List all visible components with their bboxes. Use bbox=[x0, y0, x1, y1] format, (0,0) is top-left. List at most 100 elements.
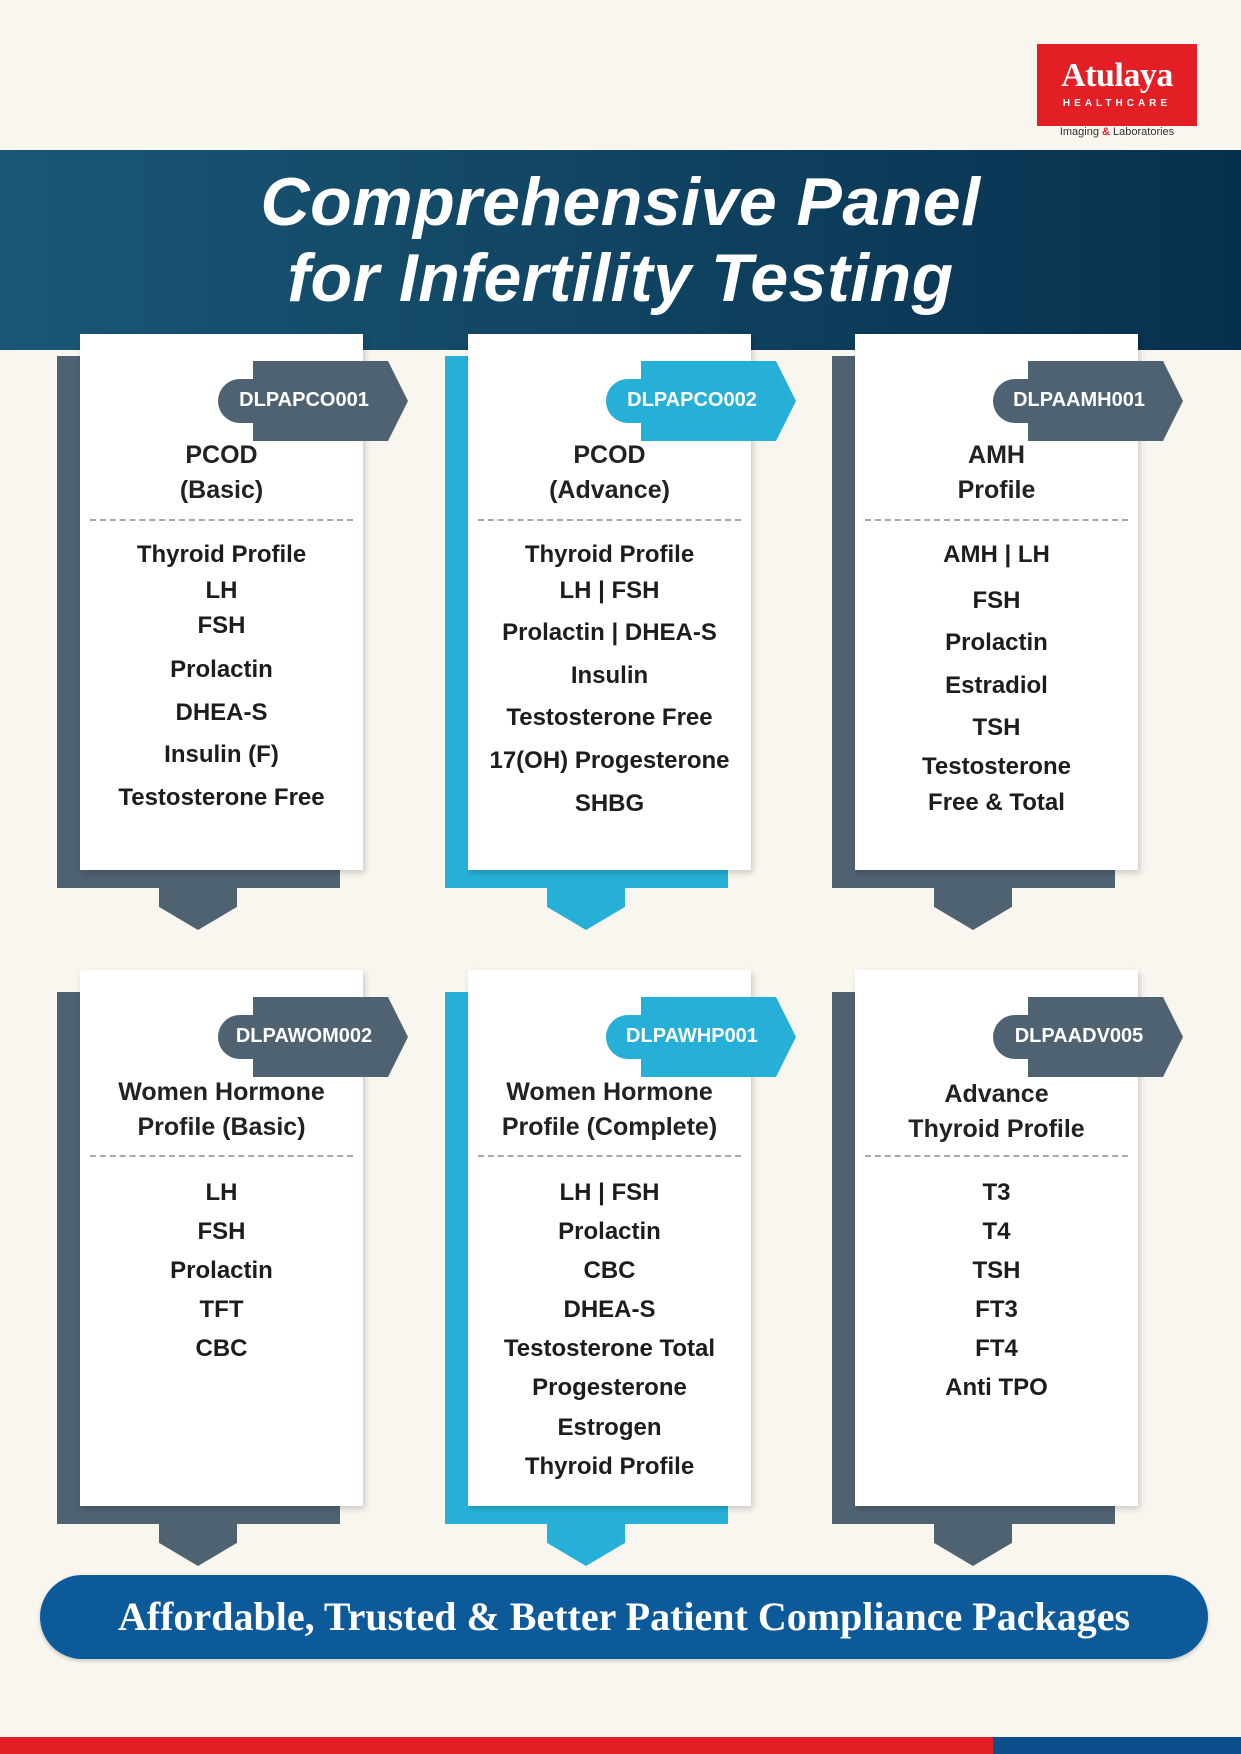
package-code-tag: DLPAWOM002 bbox=[218, 997, 408, 1077]
test-list: LH | FSH Prolactin CBC DHEA-S Testostero… bbox=[468, 1173, 751, 1486]
header-banner bbox=[0, 150, 1241, 350]
test-item: FSH bbox=[197, 612, 246, 639]
package-title-line-2: Profile (Complete) bbox=[501, 1113, 718, 1141]
package-title-line-1: AMH bbox=[968, 441, 1025, 469]
chevron-down-icon bbox=[159, 888, 237, 930]
package-code-tag: DLPAAMH001 bbox=[993, 361, 1183, 441]
package-title: AMH Profile bbox=[855, 438, 1138, 508]
test-list: Thyroid Profile LH | FSH Prolactin | DHE… bbox=[468, 537, 751, 825]
title-line-2: for Infertility Testing bbox=[287, 240, 954, 316]
package-title-line-2: Profile (Basic) bbox=[137, 1113, 306, 1141]
test-item: FT3 bbox=[975, 1296, 1018, 1323]
test-item: T3 bbox=[982, 1179, 1011, 1206]
package-title-line-1: Women Hormone bbox=[506, 1078, 713, 1106]
package-title-line-2: (Advance) bbox=[549, 476, 670, 504]
test-item: LH bbox=[205, 1179, 238, 1206]
dashed-divider bbox=[90, 1155, 353, 1157]
package-title: PCOD (Basic) bbox=[80, 438, 363, 508]
title-line-1: Comprehensive Panel bbox=[260, 164, 981, 240]
logo-tagline-part2: Laboratories bbox=[1109, 126, 1175, 138]
test-item: CBC bbox=[195, 1335, 248, 1362]
package-title: PCOD (Advance) bbox=[468, 438, 751, 508]
package-title: Advance Thyroid Profile bbox=[855, 1077, 1138, 1147]
logo-name: Atulaya bbox=[1061, 57, 1173, 94]
chevron-down-icon bbox=[934, 888, 1012, 930]
test-item: Insulin (F) bbox=[164, 741, 279, 768]
test-list: T3 T4 TSH FT3 FT4 Anti TPO bbox=[855, 1173, 1138, 1407]
test-item: Free & Total bbox=[928, 789, 1065, 816]
package-code-tag: DLPAPCO002 bbox=[606, 361, 796, 441]
chevron-down-icon bbox=[159, 1524, 237, 1566]
test-item: Prolactin bbox=[170, 656, 273, 683]
chevron-down-icon bbox=[547, 1524, 625, 1566]
logo-tagline-part1: Imaging bbox=[1059, 126, 1103, 138]
test-item: CBC bbox=[583, 1257, 636, 1284]
package-title-line-2: Thyroid Profile bbox=[908, 1115, 1085, 1143]
logo-subtitle: HEALTHCARE bbox=[1062, 98, 1172, 109]
package-code-tag: DLPAPCO001 bbox=[218, 361, 408, 441]
package-code-tag: DLPAWHP001 bbox=[606, 997, 796, 1077]
dashed-divider bbox=[478, 519, 741, 521]
brand-logo[interactable]: Atulaya HEALTHCARE bbox=[1037, 44, 1197, 126]
package-code-tag: DLPAADV005 bbox=[993, 997, 1183, 1077]
test-item: Prolactin | DHEA-S bbox=[502, 619, 717, 646]
package-title-line-1: PCOD bbox=[573, 441, 646, 469]
logo-tagline-amp: & bbox=[1102, 126, 1110, 138]
test-item: LH bbox=[205, 577, 238, 604]
test-item: FSH bbox=[197, 1218, 246, 1245]
test-item: FSH bbox=[972, 587, 1021, 614]
package-title-line-1: Advance bbox=[944, 1080, 1049, 1108]
footer-tagline: Affordable, Trusted & Better Patient Com… bbox=[117, 1594, 1131, 1639]
package-code: DLPAPCO002 bbox=[627, 389, 757, 411]
test-item: TSH bbox=[972, 714, 1021, 741]
test-item: Prolactin bbox=[558, 1218, 661, 1245]
test-list: Thyroid Profile LH FSH Prolactin DHEA-S … bbox=[80, 537, 363, 819]
dashed-divider bbox=[865, 1155, 1128, 1157]
footer-pill bbox=[40, 1575, 1208, 1659]
test-item: Testosterone bbox=[922, 753, 1071, 780]
test-item: FT4 bbox=[975, 1335, 1018, 1362]
package-code: DLPAWOM002 bbox=[235, 1025, 373, 1047]
test-item: Thyroid Profile bbox=[524, 1453, 695, 1480]
test-item: Thyroid Profile bbox=[524, 541, 695, 568]
test-item: AMH | LH bbox=[943, 541, 1050, 568]
test-item: Insulin bbox=[570, 662, 649, 689]
package-title-line-1: PCOD bbox=[185, 441, 258, 469]
package-title-line-1: Women Hormone bbox=[118, 1078, 325, 1106]
test-item: DHEA-S bbox=[563, 1296, 656, 1323]
test-item: Thyroid Profile bbox=[136, 541, 307, 568]
test-item: Testosterone Free bbox=[118, 784, 325, 811]
test-item: LH | FSH bbox=[559, 1179, 660, 1206]
test-item: TSH bbox=[972, 1257, 1021, 1284]
test-item: Anti TPO bbox=[945, 1374, 1048, 1401]
chevron-down-icon bbox=[547, 888, 625, 930]
bottom-bar-blue bbox=[993, 1737, 1241, 1754]
logo-tagline: Imaging & Laboratories bbox=[1037, 126, 1197, 138]
test-item: SHBG bbox=[574, 790, 645, 817]
test-item: 17(OH) Progesterone bbox=[489, 747, 730, 774]
test-item: T4 bbox=[982, 1218, 1011, 1245]
dashed-divider bbox=[90, 519, 353, 521]
test-item: Prolactin bbox=[945, 629, 1048, 656]
package-code: DLPAADV005 bbox=[1014, 1025, 1144, 1047]
bottom-bar-red bbox=[0, 1737, 993, 1754]
package-code: DLPAAMH001 bbox=[1013, 389, 1145, 411]
dashed-divider bbox=[478, 1155, 741, 1157]
dashed-divider bbox=[865, 519, 1128, 521]
test-item: DHEA-S bbox=[175, 699, 268, 726]
package-title: Women Hormone Profile (Complete) bbox=[468, 1075, 751, 1145]
page-title: Comprehensive Panel for Infertility Test… bbox=[0, 164, 1241, 316]
package-title: Women Hormone Profile (Basic) bbox=[80, 1075, 363, 1145]
package-code: DLPAPCO001 bbox=[239, 389, 369, 411]
test-item: Estradiol bbox=[945, 672, 1048, 699]
test-list: LH FSH Prolactin TFT CBC bbox=[80, 1173, 363, 1368]
chevron-down-icon bbox=[934, 1524, 1012, 1566]
package-title-line-2: (Basic) bbox=[179, 476, 264, 504]
package-title-line-2: Profile bbox=[957, 476, 1036, 504]
test-item: Progesterone bbox=[532, 1374, 687, 1401]
test-item: Prolactin bbox=[170, 1257, 273, 1284]
test-item: LH | FSH bbox=[559, 577, 660, 604]
package-code: DLPAWHP001 bbox=[626, 1025, 758, 1047]
test-item: TFT bbox=[199, 1296, 244, 1323]
test-list: AMH | LH FSH Prolactin Estradiol TSH Tes… bbox=[855, 537, 1138, 821]
